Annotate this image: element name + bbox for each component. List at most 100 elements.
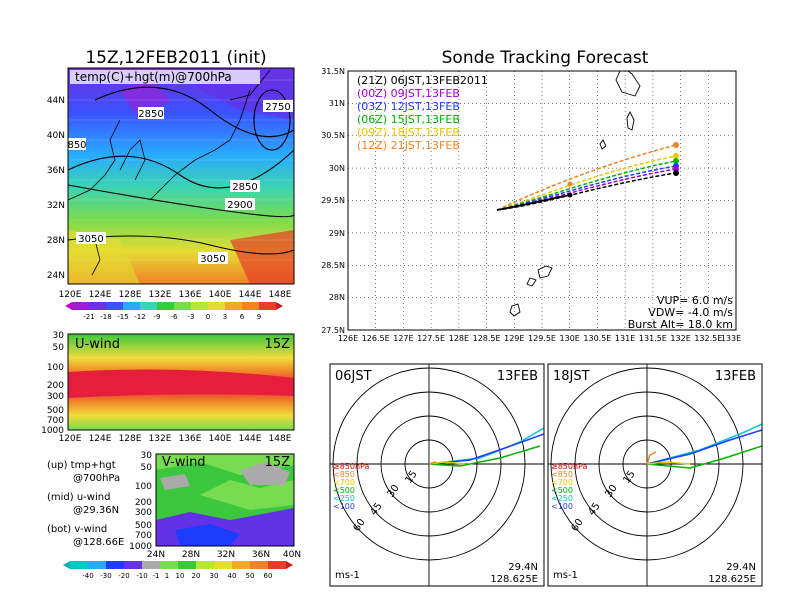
level-label: <850 — [333, 470, 355, 479]
contour-label: 850 — [67, 140, 86, 151]
colorbar-tick: -40 — [82, 572, 93, 580]
lon-tick: 140E — [209, 434, 232, 444]
lon-tick: 131E — [615, 334, 635, 343]
lon-tick: 132E — [149, 434, 172, 444]
lon-tick: 127.5E — [417, 334, 445, 343]
contour-label: 2850 — [138, 109, 163, 120]
pressure-tick: 200 — [135, 498, 152, 508]
track-title: Sonde Tracking Forecast — [442, 48, 649, 68]
trajectory-end-point — [673, 158, 679, 164]
hodo-lat: 29.4N — [726, 562, 756, 573]
level-label: <700 — [551, 478, 573, 487]
lat-tick: 40N — [283, 550, 301, 560]
colorbar-tick: 50 — [246, 572, 255, 580]
vwind-p-ticks: 30 50 100 200 300 500 700 1000 — [129, 451, 152, 552]
contour-label: 3050 — [78, 234, 103, 245]
contour-label: 2750 — [265, 102, 290, 113]
vup-param: VUP= 6.0 m/s — [657, 294, 733, 307]
lat-tick: 44N — [47, 96, 65, 106]
level-label: ≥850hPa — [551, 462, 588, 471]
desc-up: (up) tmp+hgt — [47, 460, 116, 471]
lon-tick: 133E — [721, 334, 741, 343]
legend-entry: (03Z) 12JST,13FEB — [357, 100, 460, 113]
colorbar-tick: -20 — [118, 572, 129, 580]
lon-tick: 129.5E — [528, 334, 556, 343]
trajectory-end-point — [673, 170, 679, 176]
islands — [509, 70, 641, 317]
lat-tick: 24N — [47, 271, 65, 281]
colorbar-tick: -10 — [136, 572, 147, 580]
vdw-param: VDW= -4.0 m/s — [648, 306, 733, 319]
lat-tick: 28.5N — [321, 261, 345, 270]
contour-label: 2900 — [227, 200, 252, 211]
legend-entry: (06Z) 15JST,13FEB — [357, 113, 460, 126]
pressure-tick: 50 — [53, 343, 65, 353]
lon-tick: 120E — [59, 290, 82, 300]
lon-tick: 144E — [239, 434, 262, 444]
pressure-tick: 500 — [135, 521, 152, 531]
trajectory-line — [496, 155, 677, 211]
desc-bot: (bot) v-wind — [47, 524, 107, 535]
hodo-time: 18JST — [553, 369, 590, 384]
level-label: <500 — [333, 486, 355, 495]
hodo-date: 13FEB — [497, 369, 538, 384]
hodo-date: 13FEB — [715, 369, 756, 384]
lat-tick: 30N — [329, 164, 345, 173]
legend-entry: (21Z) 06JST,13FEB2011 — [357, 74, 488, 87]
lon-tick: 128.5E — [473, 334, 501, 343]
colorbar-tick: -1 — [153, 572, 160, 580]
legend-entry: (12Z) 21JST,13FEB — [357, 139, 460, 152]
lon-tick: 131.5E — [639, 334, 667, 343]
uwind-time: 15Z — [265, 337, 291, 352]
lon-tick: 132.5E — [694, 334, 722, 343]
lat-tick: 31.5N — [321, 67, 345, 76]
colorbar-tick: -12 — [134, 313, 145, 321]
colorbar-tick: 10 — [176, 572, 185, 580]
colorbar-tick: -15 — [117, 313, 128, 321]
trajectory-mid-point — [567, 192, 573, 198]
vwind-time: 15Z — [265, 455, 291, 470]
temperature-colorbar: -21 -18 -15 -12 -9 -6 -3 0 3 6 9 — [65, 302, 283, 321]
colorbar-tick: -9 — [154, 313, 161, 321]
lon-tick: 127E — [393, 334, 413, 343]
lat-tick: 28N — [182, 550, 200, 560]
colorbar-tick: -6 — [171, 313, 179, 321]
desc-mid-level: @29.36N — [73, 505, 119, 516]
lon-tick: 132E — [670, 334, 690, 343]
lat-tick: 28N — [329, 293, 345, 302]
hodo-unit: ms-1 — [553, 570, 578, 581]
pressure-tick: 1000 — [129, 542, 152, 552]
colorbar-tick: -30 — [100, 572, 111, 580]
colorbar-tick: -18 — [100, 313, 111, 321]
colorbar-tick: 9 — [257, 313, 261, 321]
burst-param: Burst Alt= 18.0 km — [628, 318, 733, 331]
left-title: 15Z,12FEB2011 (init) — [85, 48, 266, 68]
trajectory-line — [496, 144, 677, 211]
legend-entry: (00Z) 09JST,13FEB — [357, 87, 460, 100]
level-label: <250 — [333, 494, 355, 503]
vwind-label: V-wind — [162, 455, 206, 470]
uwind-lon-ticks: 120E 124E 128E 132E 136E 140E 144E 148E — [59, 434, 292, 444]
lat-tick: 31N — [329, 99, 345, 108]
uwind-label: U-wind — [75, 337, 120, 352]
lon-tick: 129E — [504, 334, 524, 343]
colorbar-tick: 40 — [228, 572, 237, 580]
level-label: <100 — [333, 502, 355, 511]
contour-label: 2850 — [232, 182, 257, 193]
pressure-tick: 100 — [135, 482, 152, 492]
colorbar-tick: -3 — [188, 313, 195, 321]
uwind-panel: U-wind 15Z — [67, 333, 295, 431]
desc-mid: (mid) u-wind — [47, 492, 110, 503]
colorbar-tick: 60 — [264, 572, 273, 580]
hodo-time: 06JST — [335, 369, 372, 384]
lat-tick: 27.5N — [321, 326, 345, 335]
lon-tick: 140E — [209, 290, 232, 300]
pressure-tick: 100 — [47, 363, 64, 373]
trajectory-end-point — [673, 153, 679, 159]
pressure-tick: 500 — [47, 406, 64, 416]
lat-tick: 28N — [47, 236, 65, 246]
lon-tick: 128E — [119, 290, 142, 300]
pressure-tick: 700 — [135, 531, 152, 541]
map-field-label: temp(C)+hgt(m)@700hPa — [75, 70, 232, 84]
